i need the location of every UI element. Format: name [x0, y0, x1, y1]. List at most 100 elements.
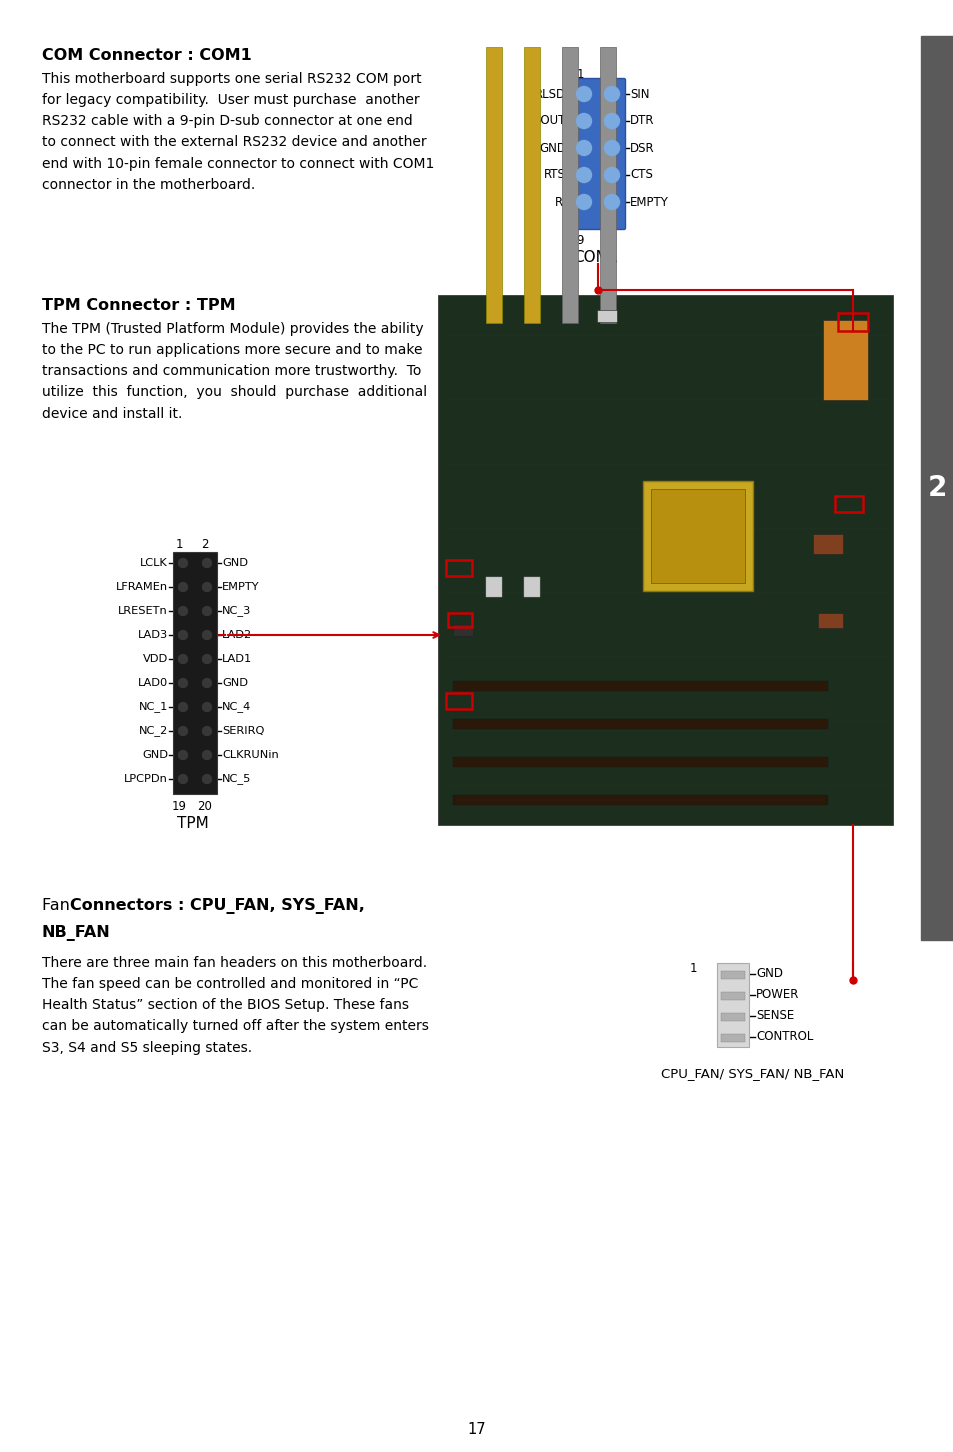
- Bar: [720, 970, 744, 979]
- FancyBboxPatch shape: [570, 78, 625, 229]
- Circle shape: [202, 703, 212, 711]
- Bar: [485, 576, 501, 597]
- Text: VDD: VDD: [143, 653, 168, 664]
- Bar: [437, 295, 892, 825]
- Circle shape: [178, 726, 188, 736]
- Text: RTS: RTS: [543, 168, 565, 182]
- Bar: [812, 533, 842, 553]
- Text: LFRAMEn: LFRAMEn: [115, 582, 168, 592]
- Bar: [717, 963, 748, 1047]
- Text: GND: GND: [755, 967, 782, 980]
- Text: DTR: DTR: [629, 115, 654, 128]
- Text: COM Connector : COM1: COM Connector : COM1: [42, 48, 252, 62]
- Text: SENSE: SENSE: [755, 1009, 794, 1022]
- Text: NC_1: NC_1: [138, 701, 168, 713]
- Circle shape: [178, 678, 188, 687]
- Text: LPCPDn: LPCPDn: [124, 774, 168, 784]
- Text: TPM: TPM: [177, 816, 209, 831]
- Text: Connectors : CPU_FAN, SYS_FAN,: Connectors : CPU_FAN, SYS_FAN,: [70, 897, 364, 913]
- Text: SERIRQ: SERIRQ: [222, 726, 264, 736]
- Circle shape: [202, 630, 212, 639]
- Bar: [453, 719, 827, 729]
- Text: 9: 9: [576, 234, 583, 247]
- Circle shape: [576, 141, 591, 155]
- Text: 2: 2: [926, 473, 945, 502]
- Circle shape: [604, 141, 618, 155]
- Circle shape: [576, 167, 591, 183]
- Bar: [523, 576, 539, 597]
- Bar: [597, 309, 617, 322]
- Text: COM1: COM1: [573, 250, 618, 266]
- Text: 10: 10: [602, 234, 617, 247]
- Bar: [720, 1012, 744, 1021]
- Text: EMPTY: EMPTY: [222, 582, 259, 592]
- Text: SIN: SIN: [629, 87, 649, 100]
- Bar: [448, 613, 472, 627]
- Text: LAD1: LAD1: [222, 653, 252, 664]
- Text: 19: 19: [172, 800, 186, 813]
- Circle shape: [178, 607, 188, 616]
- Text: The TPM (Trusted Platform Module) provides the ability
to the PC to run applicat: The TPM (Trusted Platform Module) provid…: [42, 322, 427, 421]
- Text: GND: GND: [222, 558, 248, 568]
- Text: NC_5: NC_5: [222, 774, 251, 784]
- Text: RLSD: RLSD: [535, 87, 565, 100]
- Text: LAD0: LAD0: [137, 678, 168, 688]
- Text: CTS: CTS: [629, 168, 652, 182]
- Circle shape: [202, 655, 212, 664]
- Circle shape: [178, 751, 188, 759]
- Circle shape: [202, 559, 212, 568]
- Text: RI: RI: [554, 196, 565, 209]
- Bar: [817, 613, 842, 629]
- Circle shape: [576, 113, 591, 128]
- Text: 1: 1: [689, 963, 697, 976]
- Circle shape: [604, 167, 618, 183]
- Text: SOUT: SOUT: [533, 115, 565, 128]
- Circle shape: [202, 678, 212, 687]
- Bar: [453, 681, 827, 691]
- Bar: [485, 48, 501, 322]
- Bar: [446, 693, 472, 709]
- Bar: [920, 36, 953, 939]
- Text: LRESETn: LRESETn: [118, 605, 168, 616]
- Circle shape: [202, 607, 212, 616]
- Bar: [453, 756, 827, 767]
- Text: GND: GND: [142, 751, 168, 759]
- Circle shape: [202, 774, 212, 784]
- Circle shape: [576, 195, 591, 209]
- Bar: [523, 48, 539, 322]
- Bar: [453, 794, 827, 804]
- Circle shape: [178, 630, 188, 639]
- Circle shape: [576, 87, 591, 102]
- Bar: [837, 314, 867, 331]
- Text: NC_4: NC_4: [222, 701, 251, 713]
- Circle shape: [202, 726, 212, 736]
- Bar: [599, 48, 616, 322]
- Text: DSR: DSR: [629, 141, 654, 154]
- Text: TPM Connector : TPM: TPM Connector : TPM: [42, 298, 235, 314]
- Text: NC_3: NC_3: [222, 605, 251, 617]
- Bar: [561, 48, 578, 322]
- Bar: [720, 992, 744, 999]
- Text: LAD3: LAD3: [137, 630, 168, 640]
- Text: 17: 17: [467, 1423, 486, 1437]
- Bar: [453, 623, 473, 636]
- Text: Fan: Fan: [42, 897, 75, 913]
- Bar: [650, 488, 744, 582]
- Text: 1: 1: [576, 68, 583, 81]
- Circle shape: [178, 774, 188, 784]
- Bar: [720, 1034, 744, 1041]
- Text: 2: 2: [605, 68, 613, 81]
- Bar: [642, 481, 752, 591]
- Circle shape: [178, 703, 188, 711]
- Text: CONTROL: CONTROL: [755, 1029, 813, 1043]
- Text: LCLK: LCLK: [140, 558, 168, 568]
- Text: POWER: POWER: [755, 987, 799, 1000]
- Text: This motherboard supports one serial RS232 COM port
for legacy compatibility.  U: This motherboard supports one serial RS2…: [42, 73, 434, 192]
- Circle shape: [178, 655, 188, 664]
- Text: CPU_FAN/ SYS_FAN/ NB_FAN: CPU_FAN/ SYS_FAN/ NB_FAN: [660, 1067, 843, 1080]
- Bar: [172, 552, 216, 794]
- Text: EMPTY: EMPTY: [629, 196, 668, 209]
- Circle shape: [178, 582, 188, 591]
- Circle shape: [604, 113, 618, 128]
- Text: 1: 1: [175, 539, 183, 550]
